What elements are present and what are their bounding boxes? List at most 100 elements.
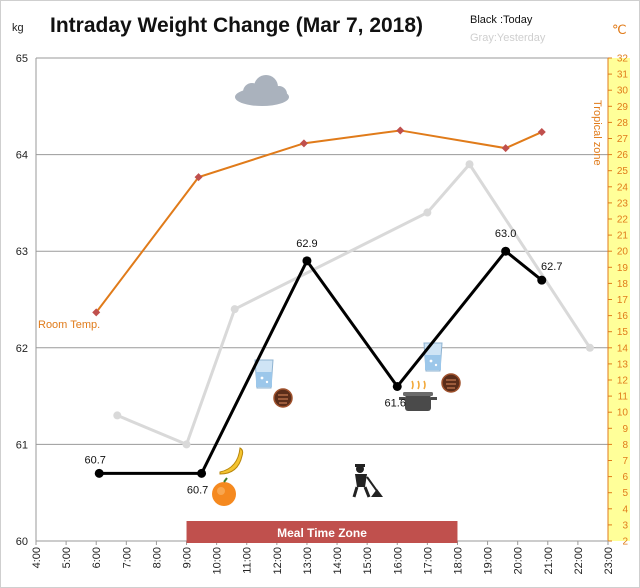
meal-time-zone-label: Meal Time Zone — [277, 526, 367, 540]
x-tick-label: 6:00 — [91, 547, 103, 568]
x-tick-label: 10:00 — [212, 547, 224, 575]
cooking-pot-icon — [399, 380, 437, 411]
data-labels: 60.7 60.7 62.9 61.6 63.0 62.7 — [85, 228, 563, 496]
today-data-label: 60.7 — [187, 484, 208, 496]
x-tick-label: 17:00 — [422, 547, 434, 575]
today-point — [501, 246, 511, 256]
series-layer — [92, 126, 594, 478]
water-glass-icon — [423, 342, 443, 372]
room-temp-point — [537, 128, 546, 137]
room-temp-label: Room Temp. — [38, 319, 100, 331]
chart-title: Intraday Weight Change (Mar 7, 2018) — [50, 14, 424, 37]
y-left-tick-label: 61 — [16, 439, 28, 451]
y-right-tick-label: 7 — [622, 456, 628, 467]
orange-icon — [212, 477, 236, 506]
y-left-tick-label: 63 — [16, 246, 28, 258]
y-right-tick-label: 16 — [617, 311, 629, 322]
right-axis-band — [608, 58, 630, 541]
y-right-tick-label: 28 — [617, 118, 629, 129]
today-data-label: 60.7 — [85, 454, 106, 466]
y-right-tick-label: 22 — [617, 215, 629, 226]
y-left-tick-label: 65 — [16, 53, 28, 65]
room-temp-point — [396, 126, 405, 135]
room-temp-point — [194, 173, 203, 182]
y-right-tick-label: 6 — [622, 472, 628, 483]
today-point — [302, 256, 312, 266]
yesterday-point — [423, 208, 432, 217]
y-right-tick-label: 13 — [617, 359, 629, 370]
y-right-tick-label: 12 — [617, 376, 629, 387]
y-right-tick-label: 5 — [622, 488, 628, 499]
today-line — [99, 249, 543, 475]
y-right-tick-label: 30 — [617, 86, 629, 97]
yesterday-point — [230, 305, 239, 314]
y-left-tick-label: 60 — [16, 536, 28, 548]
chocolate-cookie-icon — [273, 388, 293, 408]
today-data-label: 62.9 — [296, 238, 317, 250]
y-right-tick-label: 31 — [617, 70, 629, 81]
x-tick-label: 19:00 — [483, 547, 495, 575]
y-left-tick-label: 62 — [16, 343, 28, 355]
chocolate-cookie-icon — [441, 373, 461, 393]
today-data-label: 62.7 — [541, 261, 562, 273]
y-right-tick-label: 17 — [617, 295, 629, 306]
today-data-label: 63.0 — [495, 228, 516, 240]
y-right-tick-label: 20 — [617, 247, 629, 258]
x-tick-label: 4:00 — [31, 547, 43, 568]
y-right-tick-label: 24 — [617, 182, 629, 193]
room-temp-line — [95, 129, 543, 313]
room-temp-point — [299, 139, 308, 148]
y-right-tick-label: 9 — [622, 424, 628, 435]
cloud-icon — [235, 75, 289, 106]
y-right-tick-label: 8 — [622, 440, 628, 451]
y-right-tick-label: 32 — [617, 54, 629, 65]
y-right-tick-label: 4 — [622, 504, 628, 515]
today-point — [197, 468, 207, 478]
x-tick-label: 5:00 — [61, 547, 73, 568]
x-tick-label: 16:00 — [392, 547, 404, 575]
y-right-tick-label: 21 — [617, 231, 629, 242]
y-right-tick-label: 18 — [617, 279, 629, 290]
y-right-tick-label: 23 — [617, 198, 629, 209]
y-left-tick-label: 64 — [16, 150, 28, 162]
legend-today: Black :Today — [470, 14, 533, 26]
x-tick-label: 7:00 — [121, 547, 133, 568]
meal-time-zone-bar — [186, 521, 458, 543]
tick-labels: 6061626364652345678910111213141516171819… — [16, 53, 629, 575]
water-glass-icon — [254, 359, 274, 389]
legend-yesterday: Gray:Yesterday — [470, 32, 546, 44]
x-tick-label: 13:00 — [302, 547, 314, 575]
banana-icon — [219, 447, 244, 475]
yesterday-point — [585, 343, 594, 352]
x-tick-label: 11:00 — [242, 547, 254, 574]
x-tick-label: 8:00 — [151, 547, 163, 568]
today-point — [537, 275, 547, 285]
y-right-tick-label: 11 — [618, 392, 629, 403]
today-point — [94, 468, 104, 478]
axes — [35, 57, 612, 545]
grid-lines — [36, 57, 608, 542]
y-right-tick-label: 3 — [622, 520, 628, 531]
x-tick-label: 22:00 — [573, 547, 585, 575]
y-right-tick-label: 14 — [617, 343, 629, 354]
x-tick-label: 23:00 — [603, 547, 615, 575]
x-tick-label: 14:00 — [332, 547, 344, 575]
y-right-tick-label: 25 — [617, 166, 629, 177]
x-tick-label: 20:00 — [513, 547, 525, 575]
x-tick-label: 21:00 — [543, 547, 555, 575]
x-tick-label: 18:00 — [452, 547, 464, 575]
room-temp-point — [501, 144, 510, 153]
tropical-zone-label: Tropical zone — [591, 100, 603, 166]
gardening-person-icon — [352, 464, 383, 498]
x-tick-label: 15:00 — [362, 547, 374, 575]
yesterday-point — [182, 440, 191, 449]
x-tick-label: 12:00 — [272, 547, 284, 575]
yesterday-line — [116, 161, 592, 447]
yesterday-point — [113, 411, 122, 420]
today-point — [392, 381, 402, 391]
today-data-label: 61.6 — [385, 397, 406, 409]
y-right-tick-label: 19 — [617, 263, 629, 274]
room-temp-point — [92, 308, 101, 317]
y-right-tick-label: 15 — [617, 327, 629, 338]
